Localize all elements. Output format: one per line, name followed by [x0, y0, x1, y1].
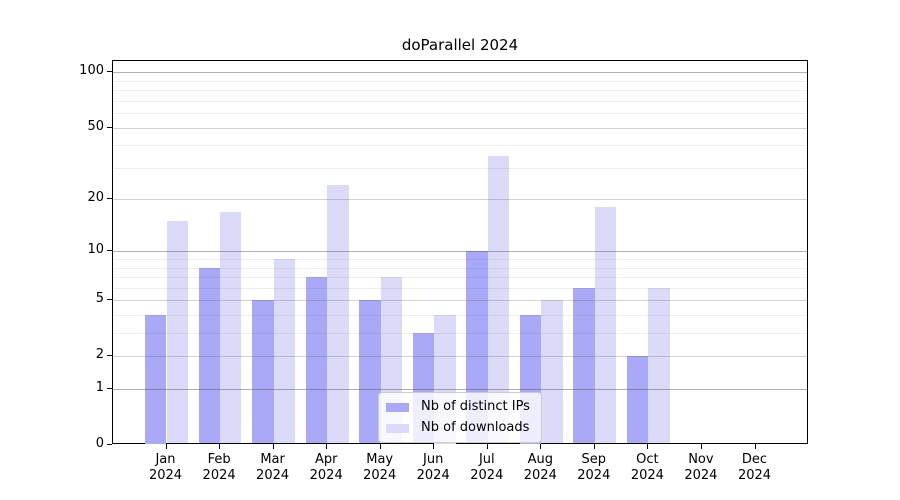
- gridline-30: [113, 167, 807, 169]
- x-tick-oct: [647, 444, 649, 449]
- x-tick-jan: [165, 444, 167, 449]
- bar-downloads-jan: [166, 221, 188, 444]
- bar-ips-oct: [627, 356, 649, 444]
- gridline-1: [113, 389, 807, 390]
- gridline-3: [113, 333, 807, 335]
- y-tick-100: [107, 71, 112, 73]
- gridline-90: [113, 80, 807, 82]
- plot-area: [112, 60, 808, 444]
- legend-item-distinct-ips: Nb of distinct IPs: [386, 399, 530, 415]
- y-tick-5: [107, 299, 112, 301]
- x-tick-label-apr: Apr 2024: [309, 452, 343, 483]
- bar-ips-feb: [198, 267, 221, 444]
- x-tick-nov: [700, 444, 702, 449]
- gridline-9: [113, 259, 807, 261]
- gridline-5: [113, 300, 807, 302]
- x-tick-dec: [754, 444, 756, 449]
- x-tick-aug: [540, 444, 542, 449]
- gridline-70: [113, 100, 807, 102]
- y-tick-label-2: 2: [95, 347, 104, 363]
- x-tick-mar: [272, 444, 274, 449]
- y-tick-20: [107, 198, 112, 200]
- bar-ips-sep: [573, 287, 595, 444]
- gridline-4: [113, 315, 807, 316]
- y-tick-label-50: 50: [87, 118, 104, 134]
- x-tick-label-nov: Nov 2024: [684, 452, 718, 483]
- legend-label-distinct-ips: Nb of distinct IPs: [421, 399, 530, 414]
- x-tick-label-mar: Mar 2024: [256, 452, 290, 483]
- x-tick-feb: [219, 444, 221, 449]
- x-tick-jun: [433, 444, 435, 449]
- legend-item-downloads: Nb of downloads: [386, 420, 530, 436]
- x-tick-may: [379, 444, 381, 449]
- x-tick-label-sep: Sep 2024: [577, 452, 611, 483]
- x-tick-jul: [486, 444, 488, 449]
- bar-ips-jan: [145, 315, 167, 444]
- y-tick-10: [107, 250, 112, 252]
- bar-downloads-aug: [541, 300, 563, 444]
- gridline-10: [113, 251, 807, 253]
- y-tick-label-20: 20: [87, 190, 104, 206]
- y-tick-label-10: 10: [87, 242, 104, 258]
- bar-downloads-oct: [648, 287, 670, 444]
- bar-downloads-apr: [327, 185, 349, 444]
- x-tick-sep: [593, 444, 595, 449]
- gridline-20: [113, 199, 807, 201]
- bar-ips-may: [359, 300, 381, 444]
- x-tick-label-jul: Jul 2024: [470, 452, 504, 483]
- bar-downloads-sep: [594, 207, 617, 444]
- bar-downloads-feb: [220, 211, 242, 444]
- gridline-40: [113, 145, 807, 147]
- bar-downloads-jul: [487, 155, 510, 444]
- x-tick-label-oct: Oct 2024: [630, 452, 664, 483]
- x-tick-label-feb: Feb 2024: [202, 452, 236, 483]
- gridline-80: [113, 90, 807, 92]
- y-tick-0: [107, 444, 112, 445]
- bar-ips-apr: [305, 277, 328, 444]
- x-tick-label-may: May 2024: [363, 452, 397, 483]
- legend: Nb of distinct IPs Nb of downloads: [378, 392, 542, 443]
- gridline-2: [113, 356, 807, 358]
- gridline-6: [113, 287, 807, 289]
- y-tick-label-0: 0: [95, 436, 104, 451]
- x-tick-label-dec: Dec 2024: [737, 452, 772, 483]
- legend-swatch-downloads: [386, 423, 409, 433]
- x-tick-label-aug: Aug 2024: [523, 452, 557, 483]
- x-tick-label-jan: Jan 2024: [148, 452, 183, 483]
- gridline-7: [113, 277, 807, 279]
- gridline-100: [113, 72, 807, 74]
- x-tick-apr: [326, 444, 328, 449]
- gridline-50: [113, 127, 807, 129]
- bar-ips-mar: [252, 300, 274, 444]
- y-tick-label-1: 1: [95, 380, 104, 395]
- chart-title: doParallel 2024: [401, 36, 519, 54]
- gridline-8: [113, 267, 807, 269]
- legend-label-downloads: Nb of downloads: [421, 420, 530, 435]
- legend-swatch-distinct-ips: [386, 402, 409, 412]
- y-tick-label-100: 100: [79, 63, 104, 79]
- y-tick-1: [107, 388, 112, 389]
- gridline-60: [113, 113, 807, 114]
- bar-downloads-mar: [273, 259, 295, 444]
- y-tick-label-5: 5: [95, 291, 104, 307]
- y-tick-2: [107, 355, 112, 357]
- x-tick-label-jun: Jun 2024: [416, 452, 450, 483]
- y-tick-50: [107, 126, 112, 128]
